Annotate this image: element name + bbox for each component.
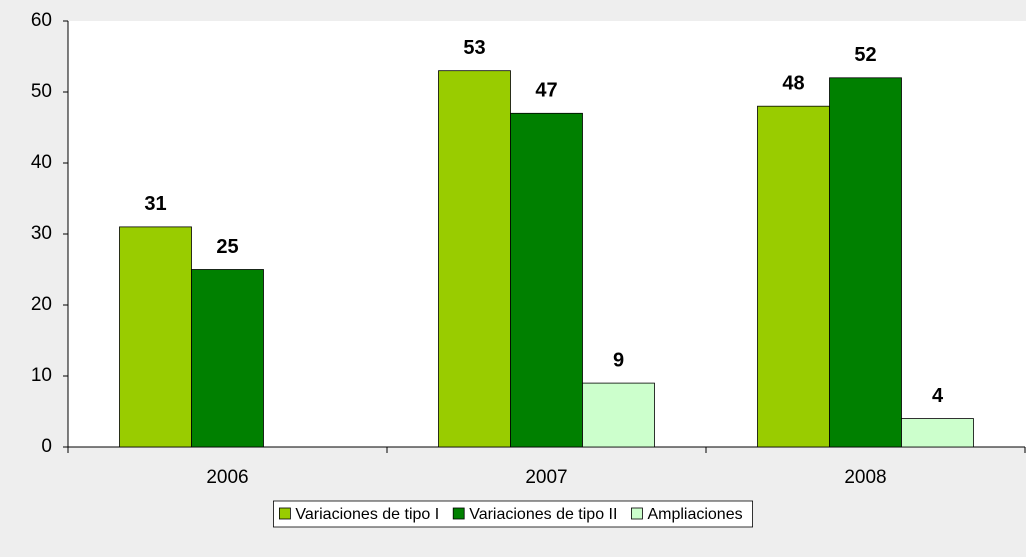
y-tick-label: 30 — [31, 223, 52, 244]
y-tick-label: 20 — [31, 294, 52, 315]
y-tick-label: 50 — [31, 81, 52, 102]
bar — [119, 226, 192, 448]
value-label: 47 — [535, 80, 557, 102]
value-label: 9 — [613, 349, 624, 371]
legend — [273, 500, 753, 528]
legend-marker — [452, 507, 465, 520]
x-tick-label: 2008 — [844, 467, 886, 488]
y-tick-label: 10 — [31, 365, 52, 386]
bar — [757, 105, 830, 448]
bar — [901, 418, 974, 448]
y-tick-label: 40 — [31, 152, 52, 173]
bar — [191, 269, 264, 448]
value-label: 31 — [144, 193, 166, 215]
value-label: 53 — [463, 37, 485, 59]
bar — [582, 382, 655, 448]
legend-marker — [279, 507, 291, 520]
bar — [438, 70, 511, 448]
x-tick-label: 2007 — [525, 467, 567, 488]
legend-label: Variaciones de tipo II — [469, 506, 617, 523]
legend-label: Variaciones de tipo I — [295, 506, 439, 523]
legend-label: Ampliaciones — [647, 506, 742, 523]
bar — [510, 112, 583, 448]
legend-marker — [631, 507, 643, 520]
value-label: 52 — [854, 44, 876, 66]
value-label: 25 — [216, 236, 238, 258]
y-tick-label: 0 — [41, 436, 52, 457]
value-label: 4 — [932, 385, 944, 407]
x-tick-label: 2006 — [206, 467, 248, 488]
y-tick-label: 60 — [31, 10, 52, 31]
bar — [829, 77, 902, 448]
value-label: 48 — [782, 72, 804, 94]
